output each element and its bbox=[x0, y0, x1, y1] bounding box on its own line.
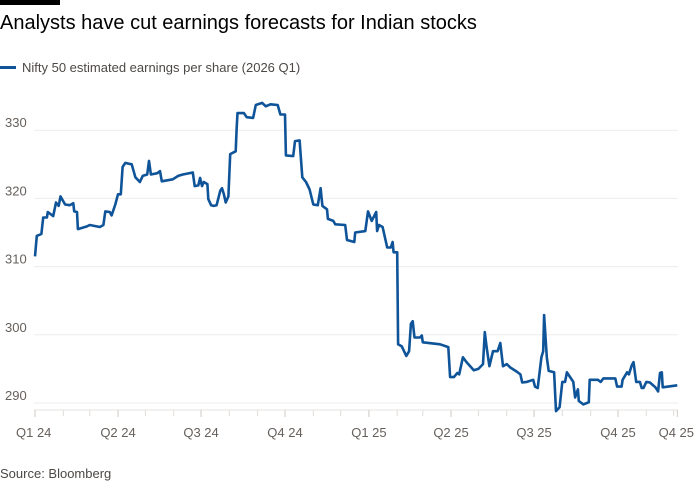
y-tick-label: 300 bbox=[5, 320, 27, 335]
legend: Nifty 50 estimated earnings per share (2… bbox=[0, 60, 300, 75]
series-line-nifty-50-eps bbox=[33, 101, 678, 413]
x-tick-label: Q2 24 bbox=[100, 425, 135, 440]
x-tick-label: Q3 24 bbox=[183, 425, 218, 440]
source-note: Source: Bloomberg bbox=[0, 466, 112, 481]
brand-bar bbox=[0, 0, 60, 5]
y-tick-label: 290 bbox=[5, 388, 27, 403]
x-tick-label: Q4 25 bbox=[659, 425, 694, 440]
legend-label: Nifty 50 estimated earnings per share (2… bbox=[22, 60, 301, 75]
x-tick-label: Q1 25 bbox=[351, 425, 386, 440]
x-tick-label: Q1 24 bbox=[16, 425, 51, 440]
x-tick-label: Q3 25 bbox=[516, 425, 551, 440]
y-tick-label: 330 bbox=[5, 115, 27, 130]
x-tick-label: Q2 25 bbox=[433, 425, 468, 440]
y-tick-label: 320 bbox=[5, 183, 27, 198]
x-tick-label: Q4 25 bbox=[600, 425, 635, 440]
legend-swatch bbox=[0, 66, 16, 69]
chart-title: Analysts have cut earnings forecasts for… bbox=[0, 12, 477, 34]
y-tick-label: 310 bbox=[5, 252, 27, 267]
x-tick-label: Q4 24 bbox=[267, 425, 302, 440]
